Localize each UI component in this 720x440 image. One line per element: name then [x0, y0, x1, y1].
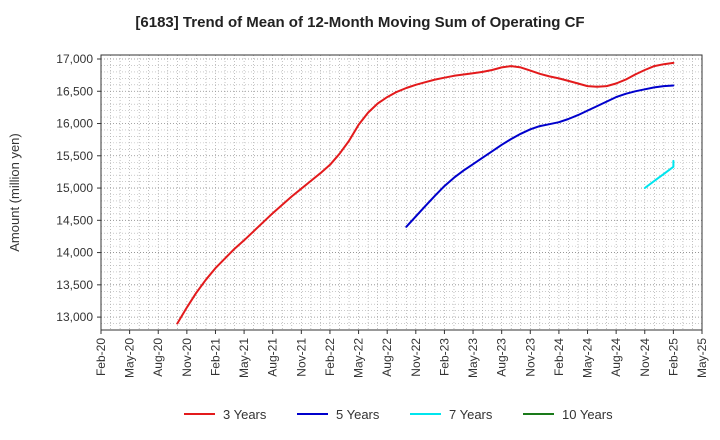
legend-label: 7 Years: [449, 407, 493, 422]
x-tick-label: May-24: [581, 338, 595, 378]
x-tick-label: Nov-23: [523, 338, 537, 377]
x-tick-label: Aug-23: [495, 338, 509, 377]
x-tick-label: Feb-24: [552, 338, 566, 376]
series-line-5-years: [405, 84, 675, 228]
y-tick-label: 17,000: [56, 52, 93, 66]
y-axis-label: Amount (million yen): [7, 133, 22, 252]
x-tick-label: Feb-23: [437, 338, 451, 376]
y-tick-label: 15,500: [56, 149, 93, 163]
y-tick-label: 16,500: [56, 84, 93, 98]
x-tick-label: May-22: [352, 338, 366, 378]
x-tick-label: Nov-24: [638, 338, 652, 377]
x-tick-label: Feb-20: [94, 338, 108, 376]
series-line-7-years: [643, 159, 675, 189]
x-tick-label: Aug-24: [609, 338, 623, 377]
y-tick-label: 16,000: [56, 117, 93, 131]
x-tick-label: Feb-21: [208, 338, 222, 376]
x-tick-label: May-21: [237, 338, 251, 378]
x-tick-label: Feb-22: [323, 338, 337, 376]
x-tick-label: Nov-22: [409, 338, 423, 377]
x-tick-label: Aug-21: [266, 338, 280, 377]
plot-area: [101, 55, 702, 330]
legend-label: 5 Years: [336, 407, 380, 422]
x-tick-label: May-23: [466, 338, 480, 378]
series-line-3-years: [176, 61, 675, 325]
x-tick-label: Feb-25: [666, 338, 680, 376]
x-tick-label: Nov-21: [294, 338, 308, 377]
y-tick-label: 14,500: [56, 213, 93, 227]
chart-title: [6183] Trend of Mean of 12-Month Moving …: [135, 14, 585, 31]
x-tick-label: May-20: [123, 338, 137, 378]
legend-label: 10 Years: [562, 407, 613, 422]
x-tick-label: Aug-20: [151, 338, 165, 377]
y-tick-label: 15,000: [56, 181, 93, 195]
x-tick-label: May-25: [695, 338, 709, 378]
x-tick-label: Aug-22: [380, 338, 394, 377]
x-tick-label: Nov-20: [180, 338, 194, 377]
y-tick-label: 13,000: [56, 310, 93, 324]
y-tick-label: 13,500: [56, 278, 93, 292]
plot-frame: [100, 54, 703, 331]
y-tick-label: 14,000: [56, 246, 93, 260]
legend-label: 3 Years: [223, 407, 267, 422]
